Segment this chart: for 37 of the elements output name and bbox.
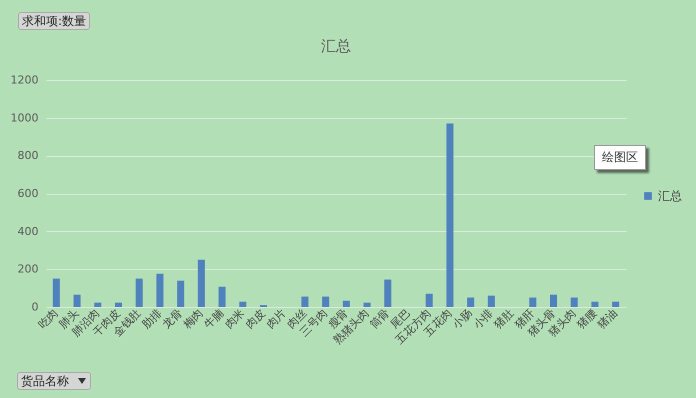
bar (570, 298, 578, 307)
bar (322, 296, 330, 307)
bar (342, 300, 350, 307)
bar (591, 302, 598, 307)
bar (612, 302, 620, 307)
bar (94, 302, 102, 307)
bar (218, 286, 226, 307)
y-tick-label: 400 (18, 224, 38, 238)
bar (74, 294, 81, 307)
bar (384, 280, 392, 307)
chart-title: 汇总 (321, 37, 351, 55)
y-tick-label: 1200 (10, 74, 38, 86)
annotation: 绘图区 (602, 150, 638, 164)
bar (52, 278, 60, 307)
bar (114, 302, 122, 307)
text: 货品名称 (21, 374, 69, 388)
text: 求和项:数量 (22, 14, 86, 28)
bar (488, 296, 495, 307)
y-tick-label: 600 (18, 187, 38, 200)
bar (301, 296, 308, 307)
bar (467, 298, 474, 307)
bar (177, 280, 184, 307)
legend-label: 汇总 (658, 189, 682, 203)
bar (198, 260, 205, 307)
bar (156, 274, 164, 307)
y-tick-label: 1000 (10, 111, 38, 124)
bar (239, 302, 246, 307)
y-tick-label: 0 (32, 300, 38, 314)
bar (446, 124, 454, 307)
bar (136, 278, 143, 307)
bar (550, 294, 558, 307)
bar (364, 302, 371, 307)
y-tick-label: 800 (18, 149, 38, 162)
bar (426, 294, 433, 307)
y-tick-label: 200 (18, 262, 38, 276)
bar (529, 298, 536, 307)
x-tick-label: 猪油 (595, 306, 620, 332)
